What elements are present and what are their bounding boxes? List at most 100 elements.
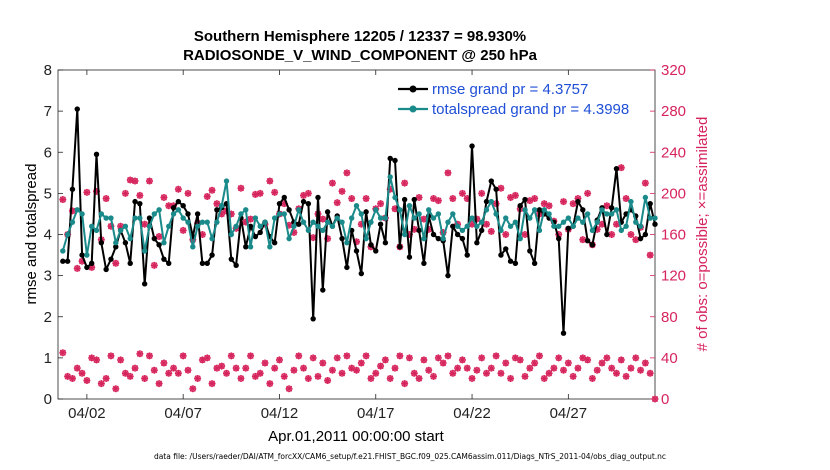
rmse-point [507,258,514,264]
y2-tick-label: 80 [661,309,678,326]
rmse-point [276,200,283,207]
obs-marker-high [521,231,529,238]
spread-point [637,223,644,229]
spread-point [324,219,331,225]
obs-marker-low [415,374,423,382]
obs-marker-low [68,374,76,382]
obs-marker-high-ring [435,197,442,204]
obs-marker-low [348,364,356,372]
obs-marker-high-ring [343,169,351,177]
obs-marker-low-ring [603,354,611,362]
rmse-point [166,260,172,266]
spread-point [180,215,186,221]
rmse-point [286,207,292,213]
spread-point [527,215,533,221]
obs-marker-low-ring [526,364,534,372]
obs-marker-low [502,359,510,367]
obs-marker-high-ring [74,265,81,272]
obs-marker-low [150,366,158,374]
obs-marker-low [83,376,91,384]
x-tick-label: 04/22 [453,405,491,422]
obs-marker-low-ring [247,352,254,360]
obs-marker-high [458,189,466,197]
obs-marker-low [145,352,153,360]
y-axis-label: rmse and totalspread [23,164,40,305]
rmse-point [137,200,143,207]
y-tick-label: 6 [44,144,52,161]
spread-point [570,223,576,229]
obs-marker-low [155,380,163,388]
spread-point [113,240,119,246]
obs-marker-high [463,195,471,203]
obs-marker-high-ring [560,198,567,205]
obs-marker-low [314,372,322,380]
obs-marker-high [598,220,606,228]
spread-point [127,235,133,242]
obs-marker-low-ring [411,370,418,377]
obs-marker-low-ring [632,354,639,362]
obs-marker-low [213,364,221,372]
rmse-point [98,240,105,246]
obs-marker-low-ring [131,364,139,372]
obs-marker-low [353,366,360,374]
obs-marker-low [97,380,105,388]
spread-point [618,227,624,234]
spread-point [103,215,109,221]
obs-marker-low-ring [194,375,201,382]
rmse-point [74,106,80,112]
rmse-point [252,233,259,240]
rmse-point [464,252,470,258]
rmse-point [604,231,610,238]
chart-title: Southern Hemisphere 12205 / 12337 = 98.9… [194,28,526,45]
rmse-point [647,200,653,207]
rmse-point [69,186,76,192]
obs-marker-low-ring [521,373,529,380]
left-axis-ticks: 0 1 2 3 4 5 6 7 8 [44,62,63,408]
obs-marker-low [588,374,596,382]
obs-marker-high [165,202,173,210]
spread-point [397,207,403,213]
obs-marker-low-ring [78,370,86,377]
rmse-point [353,248,360,254]
spread-point [575,215,581,221]
obs-marker-low-ring [382,356,389,364]
obs-marker-low-ring [261,359,269,367]
rmse-point [300,198,307,205]
obs-marker-low-ring [83,377,91,384]
obs-marker-low-ring [420,356,428,364]
obs-marker-low [574,364,582,372]
spread-series [60,174,658,258]
obs-marker-high [155,233,163,241]
obs-marker-high-ring [208,187,216,194]
rmse-point [310,316,316,322]
obs-marker-high-ring [603,202,611,209]
obs-marker-low-ring [430,373,437,380]
obs-marker-high-ring [179,227,187,234]
obs-marker-low-ring [232,364,240,372]
obs-marker-low [117,356,125,364]
y-tick-label: 5 [44,185,52,202]
spread-point [271,215,278,221]
obs-marker-high-ring [348,195,355,202]
obs-marker-low-ring [545,370,553,377]
obs-marker-low [203,354,211,362]
legend-marker-rmse [409,85,417,93]
obs-marker-low-ring [516,356,524,364]
obs-marker-low-ring [146,352,153,360]
spread-point [445,219,451,225]
obs-marker-low-ring [541,375,548,382]
obs-marker-high [603,202,611,210]
obs-marker-low [136,350,144,358]
obs-marker-high-ring [642,179,649,187]
obs-marker-low [526,364,534,372]
spread-point [512,219,519,225]
spread-point [440,235,446,242]
rmse-point [281,194,287,201]
obs-marker-high [189,236,197,244]
rmse-point [204,260,210,266]
y2-tick-label: 320 [661,62,686,79]
obs-marker-low-ring [531,359,538,367]
obs-marker-low [179,352,187,360]
rmse-point [401,196,408,203]
obs-marker-high [117,222,125,230]
